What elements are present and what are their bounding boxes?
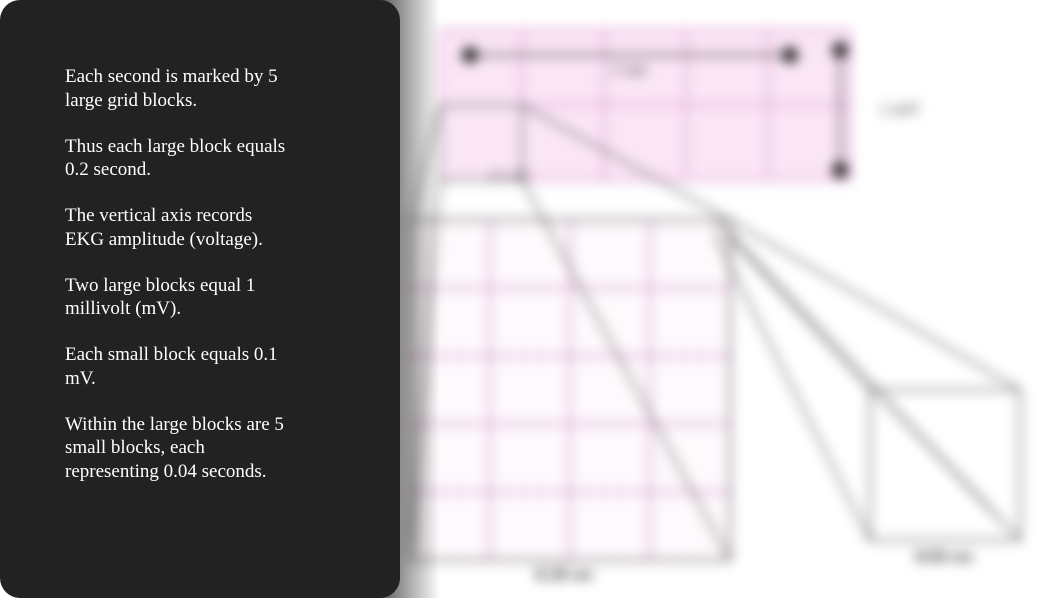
svg-text:1 sec: 1 sec bbox=[612, 59, 648, 79]
svg-text:0.20 sec: 0.20 sec bbox=[536, 564, 595, 584]
svg-text:0.5 mV: 0.5 mV bbox=[490, 169, 532, 184]
paragraph: Within the large blocks are 5 small bloc… bbox=[65, 413, 295, 484]
svg-text:1 mV: 1 mV bbox=[880, 99, 921, 119]
paragraph: Two large blocks equal 1 millivolt (mV). bbox=[65, 274, 295, 322]
paragraph: The vertical axis records EKG amplitude … bbox=[65, 204, 295, 252]
paragraph: Each small block equals 0.1 mV. bbox=[65, 343, 295, 391]
text-panel: Each second is marked by 5 large grid bl… bbox=[0, 0, 400, 598]
slide-container: 1 sec 1 mV 0.5 mV bbox=[0, 0, 1062, 598]
paragraph: Each second is marked by 5 large grid bl… bbox=[65, 65, 295, 113]
paragraph: Thus each large block equals 0.2 second. bbox=[65, 135, 295, 183]
svg-text:0.04 sec: 0.04 sec bbox=[916, 546, 975, 566]
